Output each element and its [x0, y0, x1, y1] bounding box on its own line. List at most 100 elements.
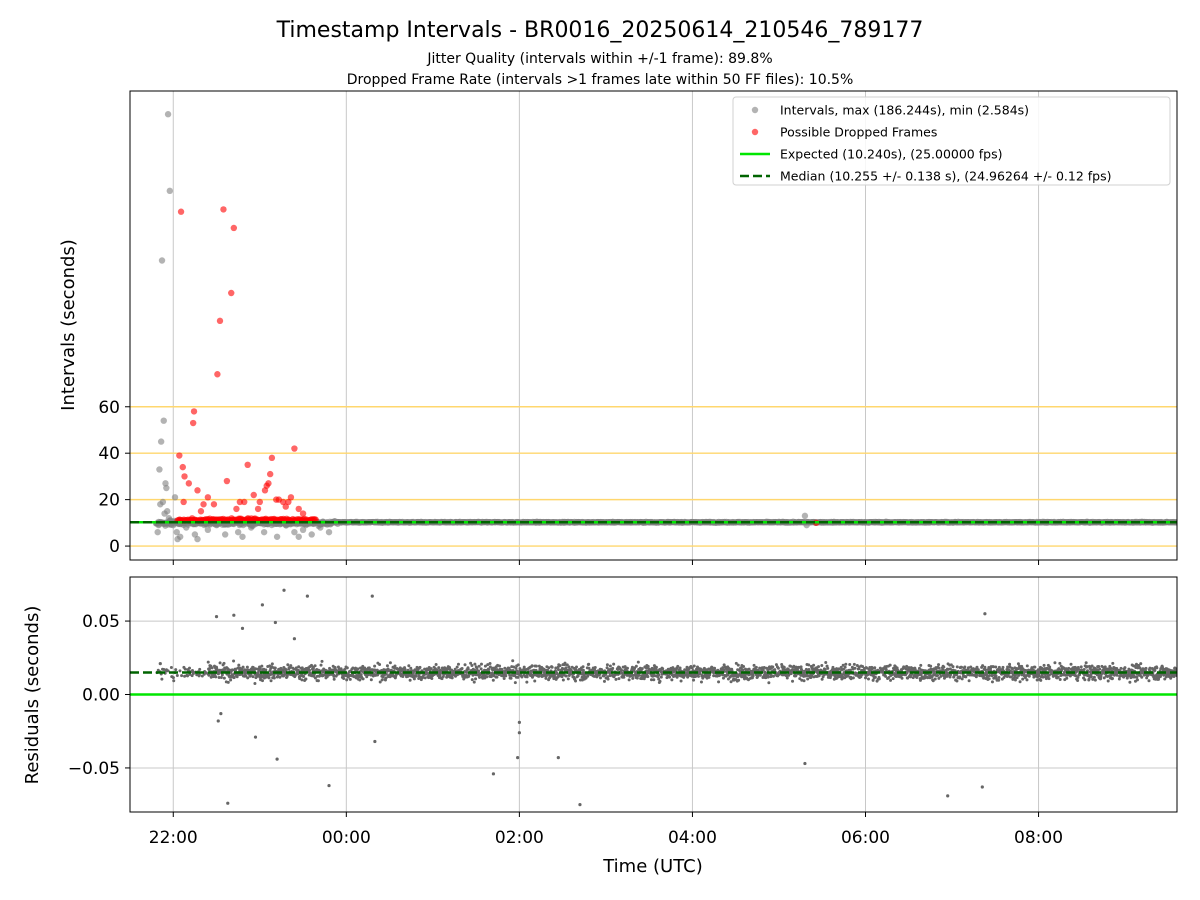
residual-point [522, 665, 526, 669]
interval-point [282, 521, 289, 529]
interval-point [204, 526, 212, 534]
residual-point [418, 675, 422, 679]
residual-point [525, 675, 529, 679]
residual-point [692, 678, 696, 682]
dropped-frame-point [282, 503, 289, 510]
residual-point [554, 666, 558, 670]
legend-label: Median (10.255 +/- 0.138 s), (24.96264 +… [780, 169, 1111, 184]
residual-point [210, 666, 214, 670]
residual-point [222, 676, 226, 680]
residual-point [366, 673, 370, 677]
dropped-frame-point [265, 480, 272, 487]
residual-point [537, 674, 541, 678]
residual-point [530, 664, 534, 668]
residual-point [676, 664, 680, 668]
residual-point [273, 666, 277, 670]
residual-point [244, 674, 248, 678]
residual-point [272, 676, 276, 680]
residual-point [512, 665, 516, 669]
residual-point [463, 663, 467, 667]
residual-point [690, 666, 694, 670]
dropped-frame-point [256, 498, 263, 506]
residual-point [200, 674, 204, 678]
residual-point [408, 678, 412, 682]
residual-point [219, 675, 223, 679]
interval-point [157, 438, 165, 445]
top-y-tick-label: 0 [109, 537, 120, 557]
residual-point [567, 665, 571, 669]
residual-point [574, 679, 578, 683]
residual-point [652, 678, 656, 682]
residual-point [807, 663, 811, 667]
residual-point [300, 678, 304, 682]
residual-point [534, 664, 538, 668]
residual-point [579, 668, 583, 672]
residual-point [289, 664, 293, 668]
residual-point [388, 661, 392, 665]
residual-point [245, 665, 249, 669]
residual-point [631, 676, 635, 680]
residual-point [608, 674, 612, 678]
residual-point [800, 678, 804, 682]
residual-point [440, 677, 444, 681]
dropped-frame-point [244, 461, 251, 469]
residual-point [504, 674, 508, 678]
residual-point [544, 676, 548, 680]
residual-point [658, 679, 662, 683]
residual-point [478, 675, 482, 679]
residual-point [831, 665, 835, 669]
dropped-frame-point [210, 501, 218, 508]
residual-point [260, 664, 264, 668]
residual-point [565, 663, 569, 667]
residual-point [460, 667, 464, 671]
interval-point [260, 528, 268, 536]
residual-point [771, 665, 775, 669]
residual-point [720, 673, 724, 677]
residual-point [692, 664, 696, 668]
legend-label: Intervals, max (186.244s), min (2.584s) [780, 103, 1029, 118]
residual-point [190, 674, 194, 678]
residual-point [241, 665, 245, 669]
residual-point [668, 675, 672, 679]
residual-point [736, 663, 740, 667]
interval-point [156, 466, 163, 473]
residual-point [218, 661, 222, 665]
interval-point [191, 531, 199, 538]
residual-point [438, 674, 442, 678]
residual-point [611, 666, 615, 670]
residual-point [332, 677, 336, 681]
residual-point [737, 678, 741, 682]
interval-point [160, 417, 167, 424]
dropped-frame-point [176, 452, 183, 459]
interval-point [164, 508, 171, 515]
residual-point [575, 665, 579, 669]
residual-point [654, 665, 658, 669]
residual-point [166, 669, 170, 673]
residual-point [351, 666, 355, 670]
residual-point [469, 661, 473, 665]
top-plot-frame [129, 90, 1178, 561]
residual-point [254, 667, 258, 671]
residual-point [826, 666, 830, 670]
figure-subtitle-jitter: Jitter Quality (intervals within +/-1 fr… [426, 51, 772, 67]
residual-point [373, 664, 377, 668]
residual-point [488, 661, 492, 665]
residual-point [418, 665, 422, 669]
residual-point [634, 664, 638, 668]
interval-point [183, 524, 190, 531]
dropped-frame-point [250, 491, 257, 499]
residual-point [475, 666, 479, 670]
residual-point [514, 666, 518, 670]
residual-point [563, 661, 567, 665]
residual-point [767, 681, 771, 685]
dropped-frame-point [268, 454, 276, 462]
residual-point [752, 663, 756, 667]
residual-point [640, 667, 644, 671]
residual-point [220, 673, 224, 677]
residual-point [257, 673, 261, 677]
interval-point [194, 535, 201, 543]
dropped-frame-point [299, 510, 307, 517]
residual-point [270, 662, 274, 666]
residual-point [508, 673, 512, 677]
residual-point [455, 673, 459, 677]
